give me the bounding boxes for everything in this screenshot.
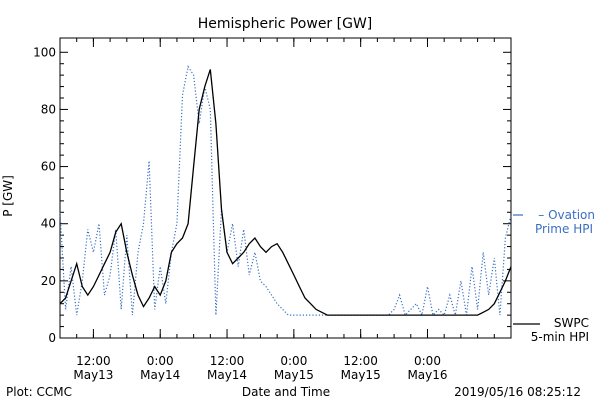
y-tick-label: 40 xyxy=(41,217,56,231)
x-tick-day-label: May14 xyxy=(207,368,247,382)
y-tick-label: 60 xyxy=(41,160,56,174)
chart-title: Hemispheric Power [GW] xyxy=(198,16,373,32)
y-tick-label: 0 xyxy=(48,331,56,345)
x-tick-label: 0:00 xyxy=(280,354,307,368)
x-tick-label: 12:00 xyxy=(343,354,378,368)
x-tick-label: 12:00 xyxy=(210,354,245,368)
legend-swpc-label-2: 5-min HPI xyxy=(531,330,589,344)
x-tick-day-label: May16 xyxy=(407,368,447,382)
plot-frame xyxy=(59,37,512,339)
y-tick-label: 20 xyxy=(41,274,56,288)
x-tick-day-label: May15 xyxy=(274,368,314,382)
y-axis-label: P [GW] xyxy=(1,175,15,217)
x-tick-label: 12:00 xyxy=(76,354,111,368)
y-tick-label: 80 xyxy=(41,102,56,116)
x-tick-day-label: May14 xyxy=(140,368,180,382)
series-ovation-prime-line xyxy=(59,65,512,317)
legend-ovation-label: – Ovation xyxy=(538,208,595,222)
legend-swpc-label: SWPC xyxy=(554,316,589,330)
x-tick-label: 0:00 xyxy=(414,354,441,368)
footer-timestamp: 2019/05/16 08:25:12 xyxy=(454,385,581,399)
series-swpc-line xyxy=(59,69,512,316)
x-axis-label: Date and Time xyxy=(242,385,330,399)
footer-source: Plot: CCMC xyxy=(6,385,72,399)
x-tick-day-label: May13 xyxy=(73,368,113,382)
legend-ovation-label-2: Prime HPI xyxy=(535,222,593,236)
x-tick-day-label: May15 xyxy=(341,368,381,382)
x-tick-label: 0:00 xyxy=(147,354,174,368)
y-tick-label: 100 xyxy=(33,45,56,59)
